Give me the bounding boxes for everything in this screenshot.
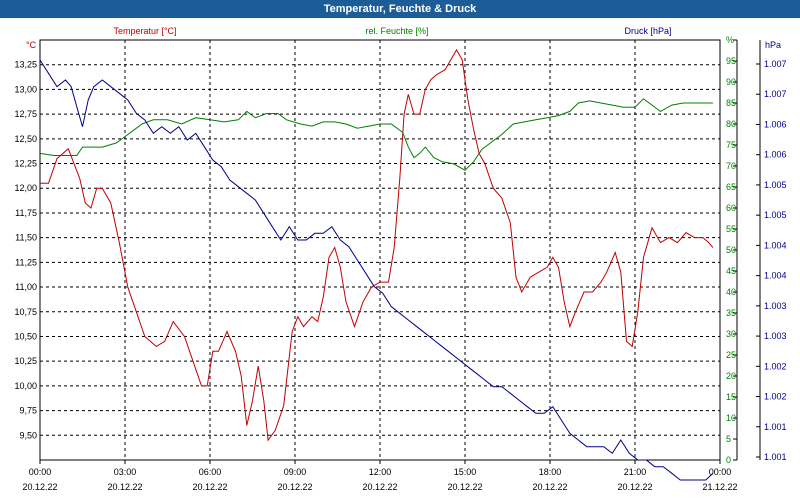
legend-pressure: Druck [hPa] — [624, 26, 671, 36]
pressure-tick-label: 1.007 — [764, 59, 787, 69]
pressure-tick-label: 1.005 — [764, 180, 787, 190]
temperature-tick-label: 9,50 — [19, 430, 37, 440]
x-tick-time: 03:00 — [114, 467, 137, 477]
humidity-tick-label: 75 — [726, 140, 736, 150]
humidity-tick-label: 15 — [726, 392, 736, 402]
x-tick-time: 18:00 — [539, 467, 562, 477]
humidity-tick-label: 65 — [726, 182, 736, 192]
temperature-series-line — [40, 48, 714, 442]
humidity-tick-label: 55 — [726, 224, 736, 234]
temperature-tick-label: 12,00 — [14, 183, 37, 193]
x-tick-time: 06:00 — [199, 467, 222, 477]
x-tick-time: 00:00 — [709, 467, 732, 477]
humidity-tick-label: 95 — [726, 56, 736, 66]
humidity-tick-label: 0 — [726, 455, 731, 465]
x-tick-time: 15:00 — [454, 467, 477, 477]
pressure-tick-label: 1.004 — [764, 271, 787, 281]
humidity-tick-label: 25 — [726, 350, 736, 360]
humidity-tick-label: 20 — [726, 371, 736, 381]
temperature-tick-label: 13,25 — [14, 60, 37, 70]
x-tick-date: 20.12.22 — [532, 482, 567, 492]
pressure-unit: hPa — [765, 40, 781, 50]
pressure-tick-label: 1.006 — [764, 119, 787, 129]
x-tick-date: 20.12.22 — [362, 482, 397, 492]
temperature-tick-label: 11,50 — [15, 233, 37, 243]
pressure-tick-label: 1.007 — [764, 89, 787, 99]
humidity-tick-label: 10 — [726, 413, 736, 423]
humidity-tick-label: 50 — [726, 245, 736, 255]
x-tick-date: 20.12.22 — [107, 482, 142, 492]
legend-temperature: Temperatur [°C] — [113, 26, 176, 36]
pressure-tick-label: 1.002 — [764, 392, 787, 402]
temperature-tick-label: 12,25 — [14, 159, 37, 169]
temperature-tick-label: 10,00 — [14, 381, 37, 391]
humidity-tick-label: 5 — [726, 434, 731, 444]
x-tick-date: 20.12.22 — [22, 482, 57, 492]
humidity-tick-label: 80 — [726, 119, 736, 129]
humidity-tick-label: 35 — [726, 308, 736, 318]
temperature-tick-label: 11,00 — [15, 282, 37, 292]
gridlines — [40, 40, 720, 460]
x-tick-date: 20.12.22 — [447, 482, 482, 492]
pressure-tick-label: 1.002 — [764, 361, 787, 371]
temperature-tick-label: 9,75 — [19, 406, 37, 416]
temperature-tick-label: 10,75 — [14, 307, 37, 317]
temperature-tick-label: 12,50 — [14, 134, 37, 144]
humidity-tick-label: 30 — [726, 329, 736, 339]
series-lines — [39, 48, 714, 481]
x-tick-date: 20.12.22 — [617, 482, 652, 492]
humidity-tick-label: 45 — [726, 266, 736, 276]
chart-canvas: Temperatur [°C] rel. Feuchte [%] Druck [… — [14, 26, 786, 492]
humidity-tick-label: 70 — [726, 161, 736, 171]
humidity-tick-label: % — [726, 35, 734, 45]
pressure-tick-label: 1.004 — [764, 240, 787, 250]
humidity-series-line — [39, 98, 713, 171]
temperature-tick-label: 10,25 — [14, 356, 37, 366]
humidity-tick-label: 60 — [726, 203, 736, 213]
x-tick-time: 21:00 — [624, 467, 647, 477]
legend-humidity: rel. Feuchte [%] — [365, 26, 428, 36]
temperature-unit: °C — [26, 40, 37, 50]
pressure-tick-label: 1.003 — [764, 301, 787, 311]
x-tick-time: 09:00 — [284, 467, 307, 477]
temperature-tick-label: 10,50 — [14, 331, 37, 341]
pressure-tick-label: 1.001 — [764, 422, 787, 432]
temperature-tick-label: 13,00 — [14, 84, 37, 94]
pressure-tick-label: 1.005 — [764, 210, 787, 220]
pressure-tick-label: 1.001 — [764, 452, 787, 462]
x-tick-time: 00:00 — [29, 467, 52, 477]
tick-labels: 00:00 20.12.22 03:00 20.12.22 06:00 20.12.22 0… — [14, 35, 786, 492]
pressure-series-line — [39, 59, 714, 481]
pressure-tick-label: 1.003 — [764, 331, 787, 341]
temperature-tick-label: 11,25 — [15, 257, 37, 267]
humidity-tick-label: 90 — [726, 77, 736, 87]
humidity-tick-label: 85 — [726, 98, 736, 108]
temperature-tick-label: 11,75 — [15, 208, 37, 218]
pressure-tick-label: 1.006 — [764, 150, 787, 160]
x-tick-date: 20.12.22 — [277, 482, 312, 492]
x-tick-time: 12:00 — [369, 467, 392, 477]
chart-title: Temperatur, Feuchte & Druck — [0, 0, 800, 18]
x-tick-date: 20.12.22 — [192, 482, 227, 492]
axes — [39, 39, 761, 464]
temperature-tick-label: 12,75 — [14, 109, 37, 119]
humidity-tick-label: 40 — [726, 287, 736, 297]
x-tick-date: 21.12.22 — [702, 482, 737, 492]
